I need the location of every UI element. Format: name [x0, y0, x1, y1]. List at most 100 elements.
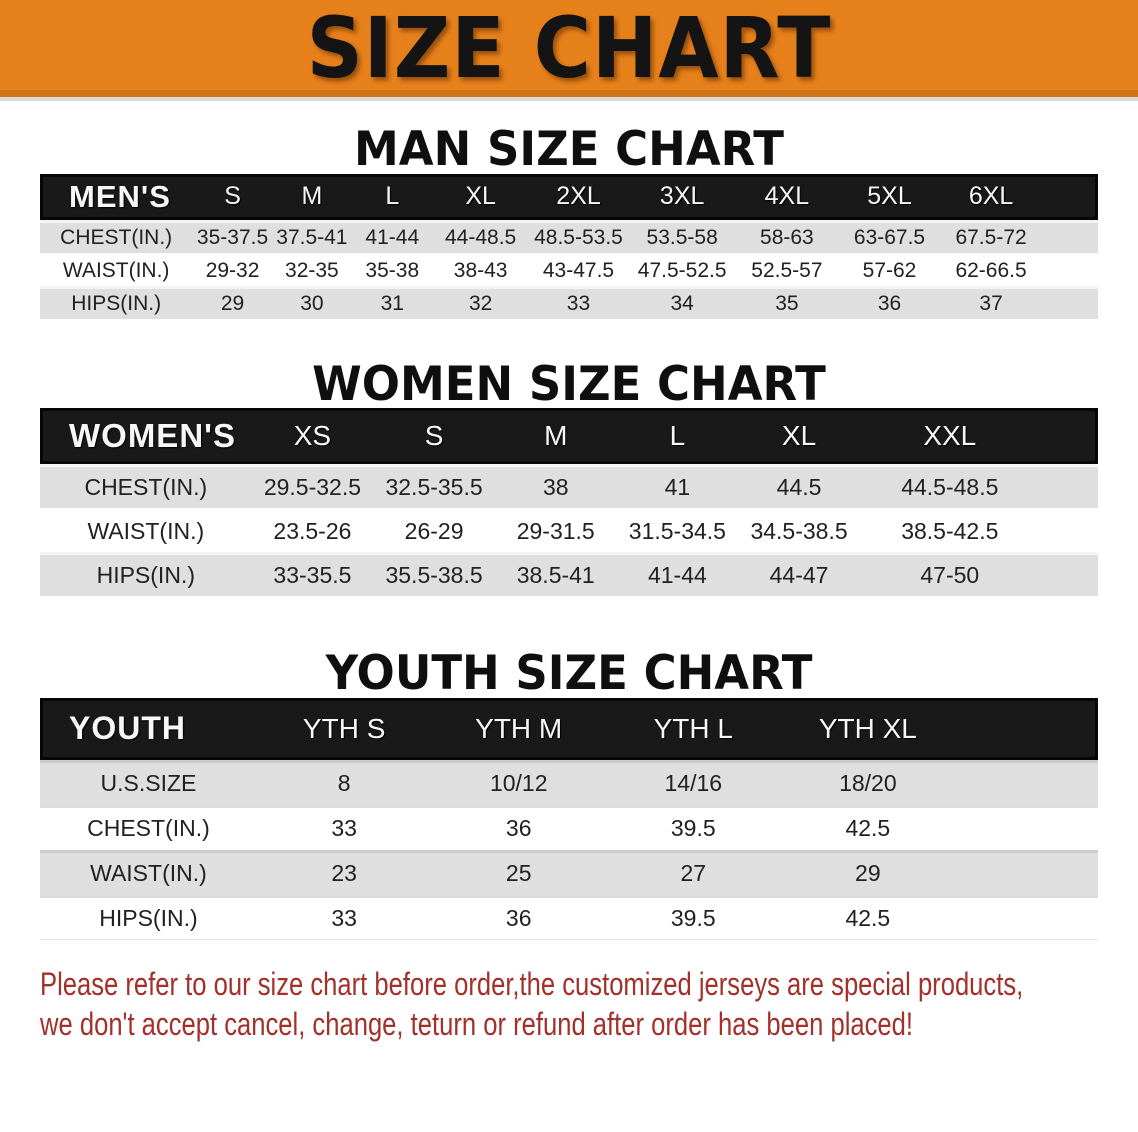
size-value: 32.5-35.5: [373, 464, 495, 508]
size-chart-banner: SIZE CHART: [0, 0, 1138, 97]
row-label: CHEST(IN.): [40, 464, 252, 508]
size-value: 26-29: [373, 508, 495, 552]
size-header: L: [616, 408, 739, 464]
size-value: 32: [433, 285, 528, 319]
size-value: 36: [431, 894, 606, 940]
size-header: 2XL: [527, 173, 630, 220]
size-header: 3XL: [629, 173, 736, 220]
size-value: 58-63: [735, 219, 839, 253]
size-value: 43-47.5: [527, 252, 630, 286]
size-value: 35: [735, 285, 839, 319]
men-section-heading: MAN SIZE CHART: [354, 120, 784, 177]
table-header-row: MEN'S S M L XL 2XL 3XL 4XL 5XL 6XL: [40, 173, 1098, 220]
size-value: 47.5-52.5: [629, 252, 736, 286]
size-value: 8: [256, 759, 432, 805]
size-value: 18/20: [780, 759, 956, 805]
size-header: XS: [251, 408, 374, 464]
spacer-cell: [1041, 252, 1098, 286]
size-value: 35-37.5: [192, 219, 273, 253]
size-value: 27: [606, 849, 781, 895]
spacer-cell: [955, 894, 1098, 940]
size-value: 36: [431, 804, 606, 850]
spacer-cell: [955, 759, 1098, 805]
womens-size-table: WOMEN'S XS S M L XL XXL CHEST(IN.) 29.5-…: [40, 408, 1098, 596]
size-value: 33-35.5: [251, 552, 374, 596]
size-value: 29: [780, 849, 956, 895]
size-value: 14/16: [606, 759, 781, 805]
page-title: SIZE CHART: [306, 0, 832, 98]
size-header: 4XL: [735, 173, 839, 220]
size-value: 32-35: [272, 252, 352, 286]
size-value: 39.5: [606, 804, 781, 850]
size-value: 23: [256, 849, 432, 895]
size-value: 25: [431, 849, 606, 895]
row-label: HIPS(IN.): [40, 552, 252, 596]
size-header: S: [373, 408, 495, 464]
spacer-cell: [955, 849, 1098, 895]
size-value: 23.5-26: [251, 508, 374, 552]
table-row: HIPS(IN.) 33-35.5 35.5-38.5 38.5-41 41-4…: [40, 552, 1098, 596]
size-value: 47-50: [859, 552, 1040, 596]
size-header: YTH S: [256, 697, 432, 760]
size-header: XXL: [859, 408, 1040, 464]
table-header-row: WOMEN'S XS S M L XL XXL: [40, 408, 1098, 464]
size-header: YTH M: [431, 697, 606, 760]
size-value: 29.5-32.5: [251, 464, 374, 508]
table-header-row: YOUTH YTH S YTH M YTH L YTH XL: [40, 697, 1098, 760]
size-value: 44.5-48.5: [859, 464, 1040, 508]
disclaimer-line-1: Please refer to our size chart before or…: [40, 965, 1024, 1002]
spacer-cell: [1041, 285, 1098, 319]
spacer-cell: [1039, 408, 1098, 464]
spacer-cell: [1041, 219, 1098, 253]
size-value: 57-62: [838, 252, 941, 286]
size-value: 37: [940, 285, 1042, 319]
size-value: 35-38: [351, 252, 434, 286]
row-label: WAIST(IN.): [40, 508, 252, 552]
size-value: 30: [272, 285, 352, 319]
size-value: 42.5: [780, 894, 956, 940]
size-value: 44-48.5: [433, 219, 528, 253]
spacer-cell: [1039, 464, 1098, 508]
women-corner-label: WOMEN'S: [40, 408, 252, 464]
size-value: 39.5: [606, 894, 781, 940]
size-value: 41: [616, 464, 739, 508]
size-value: 29: [192, 285, 273, 319]
table-row: CHEST(IN.) 33 36 39.5 42.5: [40, 804, 1098, 850]
size-value: 67.5-72: [940, 219, 1042, 253]
row-label: WAIST(IN.): [40, 849, 257, 895]
spacer-cell: [1041, 173, 1098, 220]
size-value: 41-44: [616, 552, 739, 596]
size-value: 31: [351, 285, 434, 319]
size-value: 63-67.5: [838, 219, 941, 253]
size-value: 44-47: [738, 552, 860, 596]
size-value: 29-32: [192, 252, 273, 286]
size-value: 36: [838, 285, 941, 319]
size-value: 10/12: [431, 759, 606, 805]
size-value: 42.5: [780, 804, 956, 850]
table-row: HIPS(IN.) 29 30 31 32 33 34 35 36 37: [40, 285, 1098, 319]
table-row: HIPS(IN.) 33 36 39.5 42.5: [40, 894, 1098, 940]
size-header: M: [272, 173, 352, 220]
size-value: 33: [256, 804, 432, 850]
table-row: WAIST(IN.) 23.5-26 26-29 29-31.5 31.5-34…: [40, 508, 1098, 552]
row-label: HIPS(IN.): [40, 894, 257, 940]
size-value: 38.5-42.5: [859, 508, 1040, 552]
size-header: XL: [433, 173, 528, 220]
youth-corner-label: YOUTH: [40, 697, 257, 760]
size-value: 38: [494, 464, 617, 508]
women-section-heading: WOMEN SIZE CHART: [312, 355, 826, 411]
youth-size-table: YOUTH YTH S YTH M YTH L YTH XL U.S.SIZE …: [40, 697, 1098, 940]
size-value: 33: [256, 894, 432, 940]
table-row: WAIST(IN.) 29-32 32-35 35-38 38-43 43-47…: [40, 252, 1098, 286]
size-header: M: [494, 408, 617, 464]
disclaimer-text: Please refer to our size chart before or…: [40, 964, 1138, 1045]
size-value: 34: [629, 285, 736, 319]
table-row: CHEST(IN.) 29.5-32.5 32.5-35.5 38 41 44.…: [40, 464, 1098, 508]
spacer-cell: [955, 804, 1098, 850]
size-value: 41-44: [351, 219, 434, 253]
size-value: 29-31.5: [494, 508, 617, 552]
size-value: 31.5-34.5: [616, 508, 739, 552]
size-value: 38.5-41: [494, 552, 617, 596]
table-row: CHEST(IN.) 35-37.5 37.5-41 41-44 44-48.5…: [40, 219, 1098, 253]
size-header: 5XL: [838, 173, 941, 220]
